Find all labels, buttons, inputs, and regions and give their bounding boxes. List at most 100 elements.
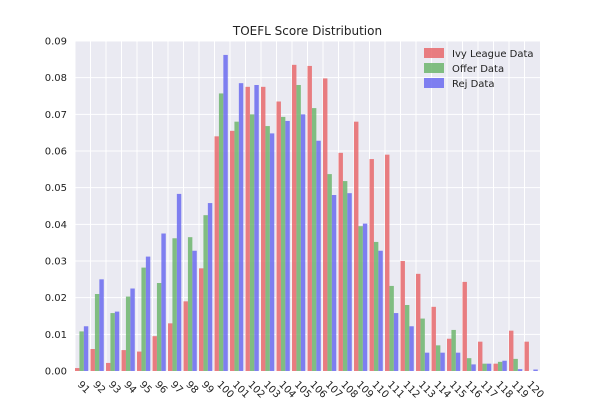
- x-tick-label: 91: [75, 379, 92, 396]
- bar-rej-data-101: [238, 83, 244, 372]
- y-tick-label: 0.01: [45, 330, 67, 341]
- bar-offer-data-108: [342, 181, 348, 371]
- x-tick-label: 108: [338, 379, 359, 400]
- x-tick-label: 111: [385, 379, 406, 400]
- bar-ivy-league-data-108: [338, 152, 343, 371]
- bar-offer-data-95: [141, 267, 146, 371]
- bar-offer-data-117: [482, 363, 487, 371]
- y-tick-label: 0.08: [45, 73, 67, 84]
- bar-rej-data-111: [393, 313, 399, 371]
- bar-ivy-league-data-106: [307, 65, 312, 371]
- bar-rej-data-98: [192, 250, 197, 371]
- bar-rej-data-92: [99, 279, 104, 371]
- x-tick-label: 102: [245, 379, 266, 400]
- y-tick-label: 0.09: [45, 37, 67, 48]
- bar-ivy-league-data-91: [75, 368, 80, 371]
- bar-offer-data-112: [404, 305, 410, 371]
- y-tick-label: 0.07: [45, 110, 67, 121]
- legend-swatch: [424, 48, 444, 58]
- x-tick-label: 95: [137, 379, 154, 396]
- bar-offer-data-94: [125, 296, 131, 371]
- bar-ivy-league-data-92: [90, 349, 95, 371]
- bar-rej-data-102: [254, 85, 259, 371]
- x-tick-label: 115: [447, 379, 468, 400]
- bar-offer-data-118: [497, 361, 503, 371]
- bar-ivy-league-data-109: [354, 121, 359, 372]
- bar-offer-data-98: [187, 237, 193, 371]
- x-tick-label: 107: [323, 379, 344, 400]
- bar-ivy-league-data-94: [121, 350, 126, 371]
- bar-rej-data-104: [285, 120, 290, 371]
- bar-rej-data-91: [83, 326, 89, 371]
- bar-rej-data-105: [300, 114, 306, 371]
- bar-offer-data-104: [280, 116, 286, 372]
- bar-offer-data-105: [296, 85, 301, 371]
- bar-rej-data-97: [176, 193, 182, 371]
- bar-ivy-league-data-115: [447, 338, 452, 371]
- legend-label: Ivy League Data: [452, 49, 534, 60]
- x-tick-label: 114: [431, 379, 452, 400]
- x-tick-label: 92: [90, 379, 107, 396]
- y-tick-label: 0.02: [45, 293, 67, 304]
- bar-rej-data-109: [362, 223, 368, 371]
- bar-ivy-league-data-104: [276, 101, 281, 371]
- bar-rej-data-114: [440, 352, 445, 371]
- bar-ivy-league-data-111: [385, 154, 390, 371]
- bar-ivy-league-data-119: [509, 330, 514, 371]
- bar-offer-data-113: [420, 318, 425, 371]
- bar-ivy-league-data-110: [369, 159, 374, 371]
- bar-rej-data-100: [223, 54, 228, 371]
- bar-offer-data-114: [435, 345, 441, 371]
- bar-offer-data-100: [218, 93, 224, 371]
- x-tick-label: 104: [276, 379, 297, 400]
- bar-rej-data-99: [207, 203, 213, 371]
- bar-ivy-league-data-103: [261, 86, 266, 371]
- bar-offer-data-92: [94, 294, 100, 371]
- x-tick-label: 116: [462, 379, 483, 400]
- legend-swatch: [424, 63, 444, 73]
- bar-offer-data-101: [234, 121, 239, 372]
- y-tick-label: 0.00: [45, 367, 67, 378]
- bar-ivy-league-data-96: [152, 336, 157, 371]
- bar-ivy-league-data-93: [106, 362, 111, 371]
- legend-label: Rej Data: [452, 79, 495, 90]
- y-axis-ticks: 0.00 0.01 0.02 0.03 0.04 0.05 0.06 0.07 0.08 0.09: [45, 37, 67, 378]
- bar-ivy-league-data-105: [292, 64, 297, 371]
- legend-swatch: [424, 78, 444, 88]
- bar-ivy-league-data-95: [137, 351, 142, 371]
- x-tick-label: 93: [106, 379, 123, 396]
- bar-ivy-league-data-107: [323, 78, 328, 372]
- x-tick-label: 99: [199, 379, 216, 396]
- bar-ivy-league-data-100: [214, 136, 219, 371]
- bar-rej-data-95: [145, 256, 151, 371]
- bar-ivy-league-data-97: [168, 323, 173, 371]
- bar-ivy-league-data-120: [524, 341, 529, 371]
- bar-rej-data-93: [114, 311, 120, 371]
- bar-ivy-league-data-116: [462, 281, 467, 371]
- bar-rej-data-117: [486, 363, 492, 371]
- x-tick-label: 100: [214, 379, 235, 400]
- bar-rej-data-113: [424, 352, 430, 371]
- x-tick-label: 113: [416, 379, 437, 400]
- bar-rej-data-107: [331, 195, 337, 371]
- bar-rej-data-106: [316, 140, 321, 371]
- bar-ivy-league-data-101: [230, 130, 235, 371]
- bar-rej-data-119: [517, 369, 523, 371]
- bar-offer-data-99: [203, 215, 208, 371]
- bar-offer-data-109: [358, 226, 363, 371]
- bar-rej-data-103: [269, 133, 275, 371]
- x-tick-label: 110: [369, 379, 390, 400]
- bar-rej-data-116: [471, 364, 476, 371]
- bar-offer-data-115: [451, 329, 456, 371]
- bar-offer-data-93: [110, 313, 115, 371]
- x-tick-label: 117: [478, 379, 499, 400]
- bar-offer-data-116: [466, 358, 472, 371]
- bar-ivy-league-data-99: [199, 268, 204, 371]
- bar-offer-data-96: [156, 283, 162, 371]
- bar-ivy-league-data-113: [416, 273, 421, 371]
- x-tick-label: 103: [261, 379, 282, 400]
- x-tick-label: 97: [168, 379, 185, 396]
- bar-offer-data-111: [389, 285, 394, 371]
- bar-rej-data-108: [347, 193, 352, 371]
